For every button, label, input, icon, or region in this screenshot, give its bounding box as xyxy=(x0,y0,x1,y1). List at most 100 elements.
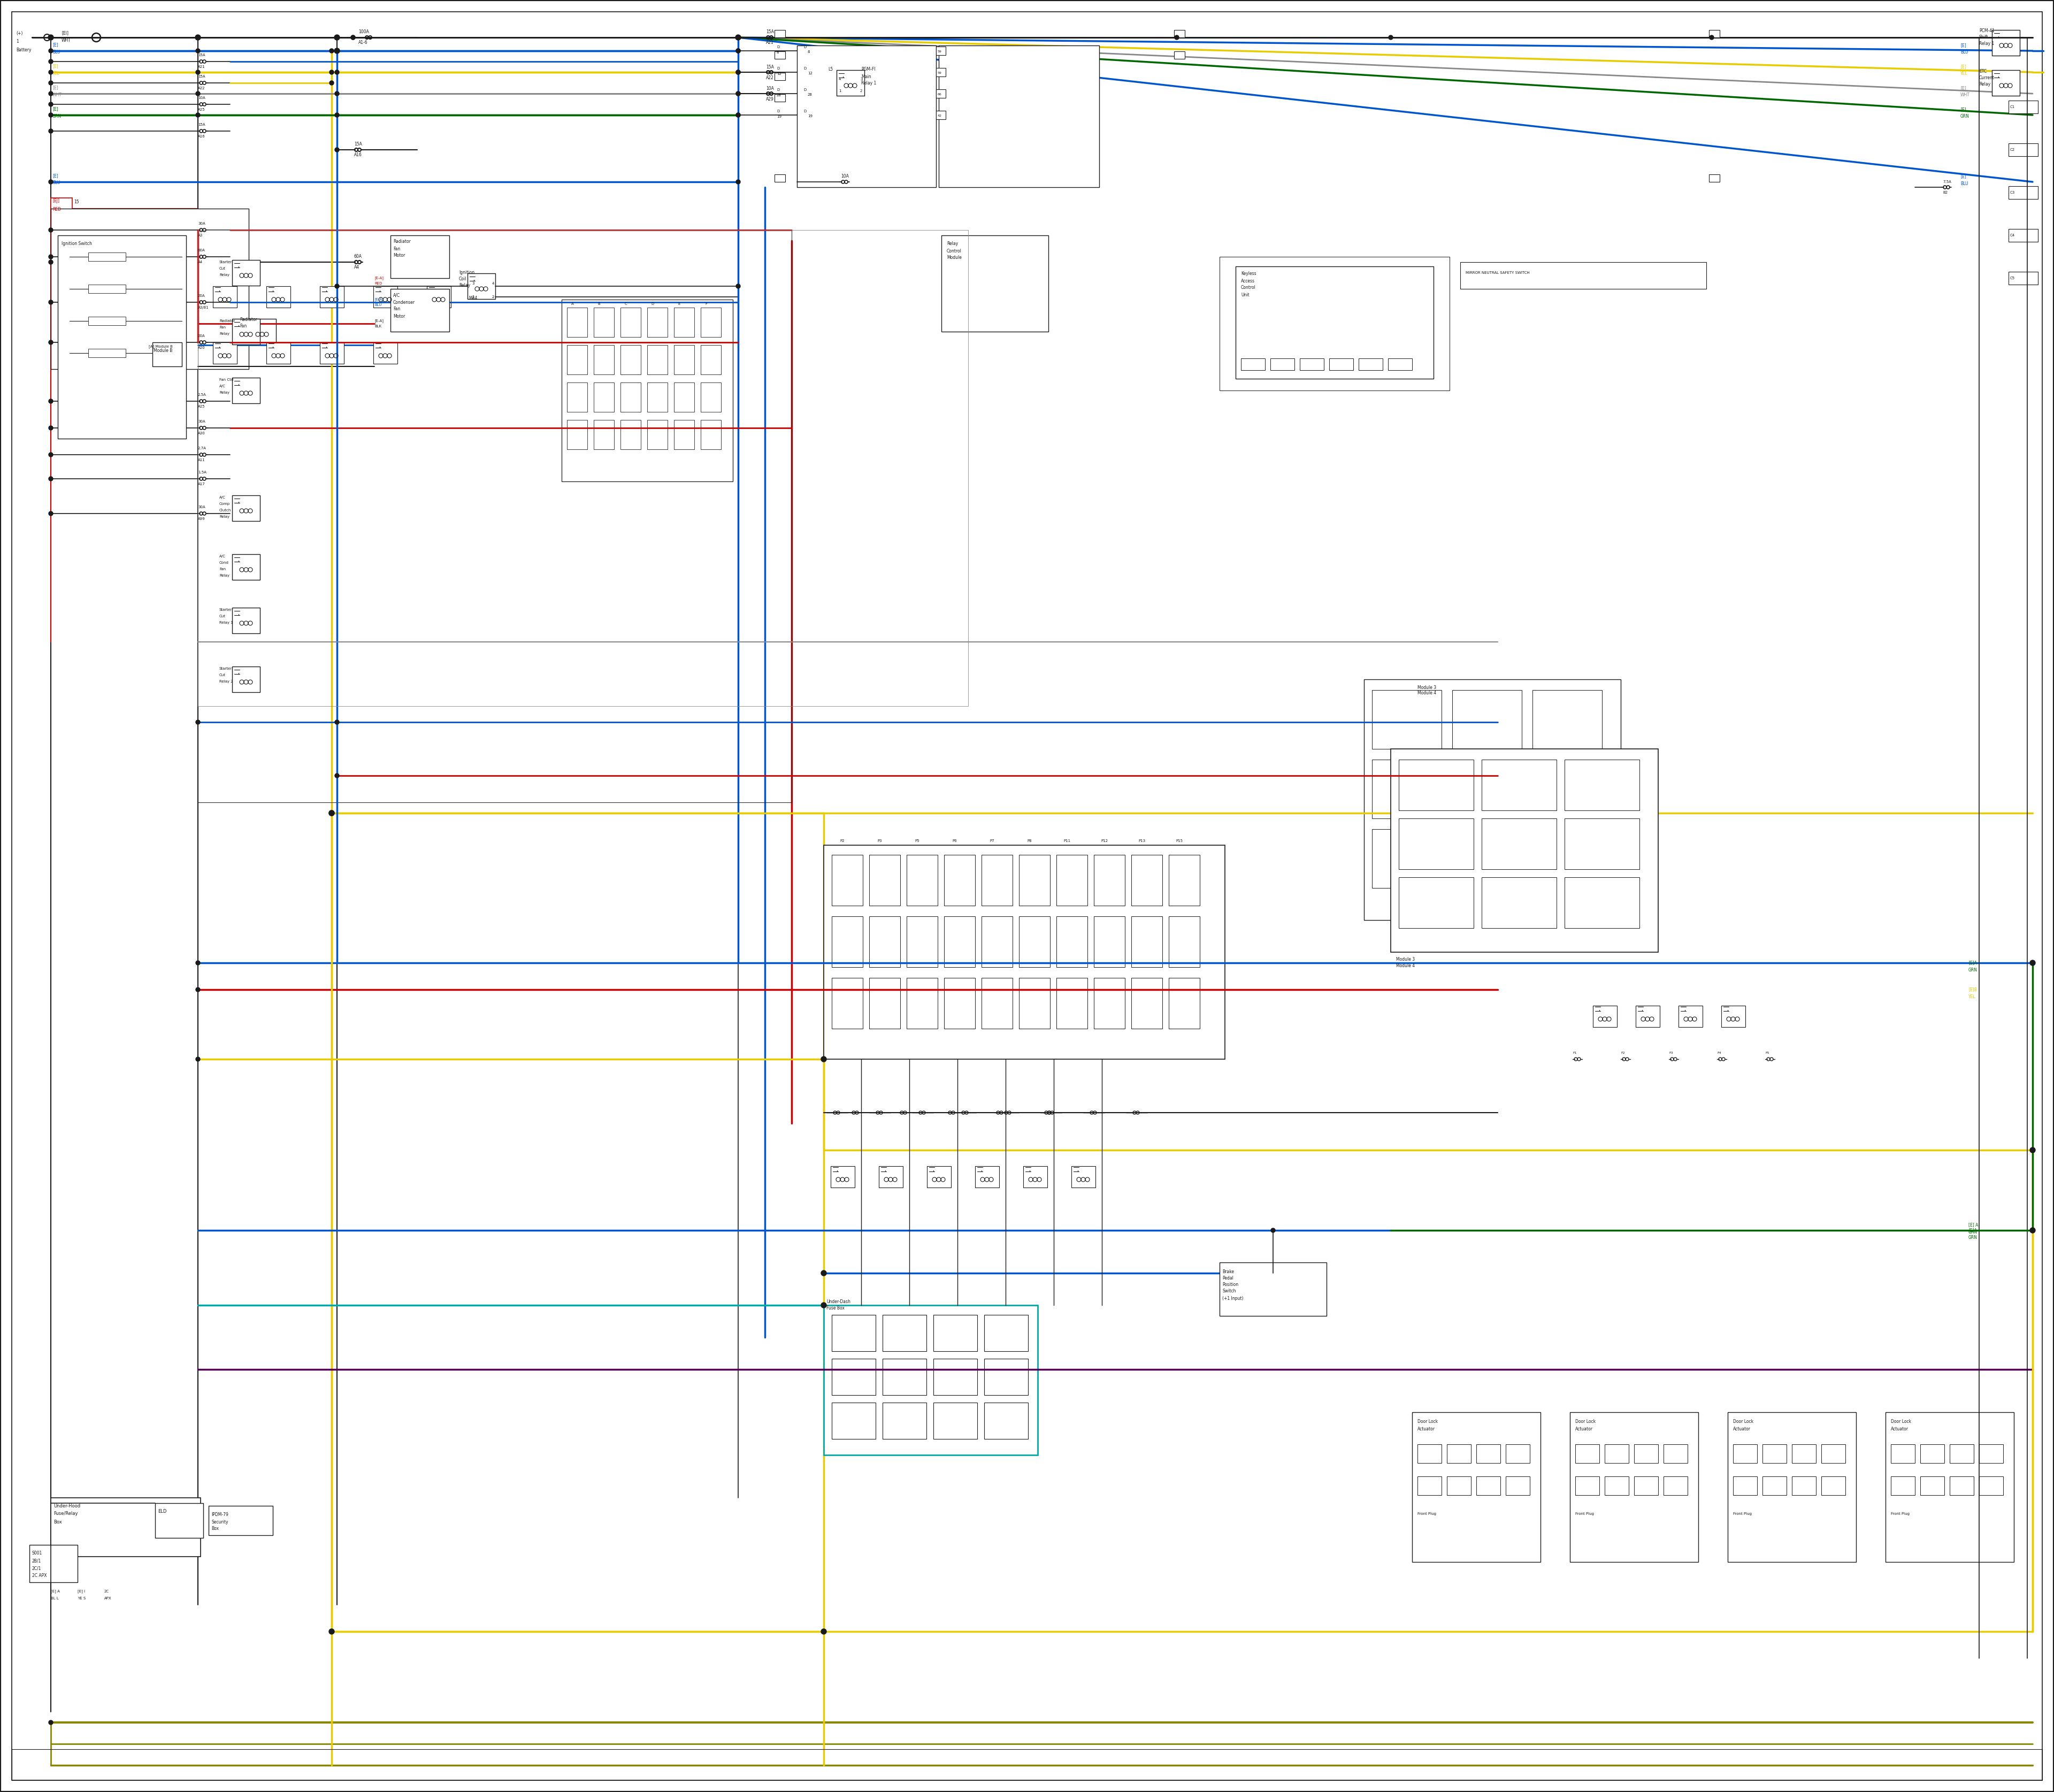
Bar xyxy=(1506,1444,1530,1462)
Bar xyxy=(620,419,641,450)
Text: [EI]: [EI] xyxy=(62,30,68,36)
Bar xyxy=(1822,1477,1844,1495)
Text: [E] A: [E] A xyxy=(51,1590,60,1593)
Text: Relay: Relay xyxy=(220,274,230,276)
Circle shape xyxy=(49,81,53,84)
Bar xyxy=(1452,760,1522,819)
Bar xyxy=(939,45,1099,186)
Bar xyxy=(1220,1262,1327,1315)
Text: A22: A22 xyxy=(197,86,205,90)
Text: 30A: 30A xyxy=(197,505,205,509)
Text: 19: 19 xyxy=(807,115,813,118)
Bar xyxy=(774,73,785,81)
Circle shape xyxy=(735,285,739,289)
Bar xyxy=(1822,1444,1844,1462)
Bar xyxy=(1399,760,1473,810)
Circle shape xyxy=(735,34,741,39)
Bar xyxy=(1575,1477,1600,1495)
Circle shape xyxy=(335,36,339,39)
Bar xyxy=(1892,1444,1914,1462)
Bar xyxy=(1980,1477,2003,1495)
Bar xyxy=(232,607,261,633)
Bar xyxy=(945,855,976,905)
Bar xyxy=(1452,830,1522,889)
Bar xyxy=(1132,978,1163,1029)
Bar xyxy=(88,285,125,294)
Text: 2C APX: 2C APX xyxy=(33,1573,47,1579)
Circle shape xyxy=(735,91,739,95)
Text: A99: A99 xyxy=(197,518,205,520)
Bar xyxy=(567,382,587,412)
Text: Module: Module xyxy=(947,256,961,260)
Bar xyxy=(1399,819,1473,869)
Bar xyxy=(883,1358,926,1396)
Text: A: A xyxy=(571,303,573,305)
Text: C: C xyxy=(624,303,626,305)
Bar xyxy=(1446,1444,1471,1462)
Bar xyxy=(1949,1477,1974,1495)
Text: A/C: A/C xyxy=(220,385,226,387)
Text: Relay: Relay xyxy=(220,391,230,394)
Bar xyxy=(1413,1412,1540,1563)
Text: Module B: Module B xyxy=(154,348,173,353)
Bar xyxy=(1481,760,1557,810)
Bar xyxy=(320,342,343,364)
Text: A30: A30 xyxy=(197,432,205,435)
Text: Box: Box xyxy=(53,1520,62,1525)
Text: Main: Main xyxy=(861,73,871,79)
Bar xyxy=(1892,1477,1914,1495)
Circle shape xyxy=(49,59,53,65)
Circle shape xyxy=(49,426,53,430)
Circle shape xyxy=(335,720,339,724)
Bar xyxy=(232,554,261,581)
Text: 59: 59 xyxy=(939,50,943,52)
Circle shape xyxy=(1389,36,1393,39)
Text: Control: Control xyxy=(947,249,961,253)
Text: IPDM-79: IPDM-79 xyxy=(212,1512,228,1518)
Bar xyxy=(1762,1477,1787,1495)
Text: Front Plug: Front Plug xyxy=(1417,1512,1436,1516)
Text: Relay 2: Relay 2 xyxy=(220,679,232,683)
Text: A29: A29 xyxy=(766,97,774,102)
Bar xyxy=(937,68,945,77)
Bar xyxy=(1635,1444,1658,1462)
Text: 10A: 10A xyxy=(766,86,774,91)
Bar xyxy=(1132,855,1163,905)
Circle shape xyxy=(351,36,355,39)
Circle shape xyxy=(822,1271,826,1276)
Text: [EJ]: [EJ] xyxy=(53,199,60,204)
Bar xyxy=(941,235,1048,332)
Bar xyxy=(88,253,125,262)
Text: L5: L5 xyxy=(828,66,834,72)
Bar xyxy=(594,419,614,450)
Text: YEL: YEL xyxy=(1968,995,1976,998)
Text: APX: APX xyxy=(105,1597,111,1600)
Bar xyxy=(1019,916,1050,968)
Text: Comp: Comp xyxy=(220,502,230,505)
Text: A17: A17 xyxy=(197,482,205,486)
Text: A20: A20 xyxy=(197,346,205,349)
Text: D: D xyxy=(776,66,778,70)
Text: A1-6: A1-6 xyxy=(357,41,368,45)
Text: Actuator: Actuator xyxy=(1734,1426,1750,1432)
Bar xyxy=(51,1498,201,1557)
Bar xyxy=(1372,690,1442,749)
Text: Module 4: Module 4 xyxy=(1397,964,1415,968)
Circle shape xyxy=(351,36,355,39)
Bar xyxy=(1481,819,1557,869)
Text: Unit: Unit xyxy=(1241,292,1249,297)
Bar xyxy=(1300,358,1325,371)
Text: P15: P15 xyxy=(1177,839,1183,842)
Text: (+): (+) xyxy=(16,30,23,36)
Text: P12: P12 xyxy=(1101,839,1107,842)
Text: 4: 4 xyxy=(493,281,495,285)
Text: 30A: 30A xyxy=(197,222,205,226)
Circle shape xyxy=(329,810,335,815)
Circle shape xyxy=(335,70,339,73)
Bar xyxy=(1417,1477,1442,1495)
Text: Security: Security xyxy=(212,1520,228,1525)
Text: F3: F3 xyxy=(1668,1052,1672,1054)
Circle shape xyxy=(49,179,53,185)
Text: A/C: A/C xyxy=(392,292,401,297)
Bar xyxy=(1241,358,1265,371)
